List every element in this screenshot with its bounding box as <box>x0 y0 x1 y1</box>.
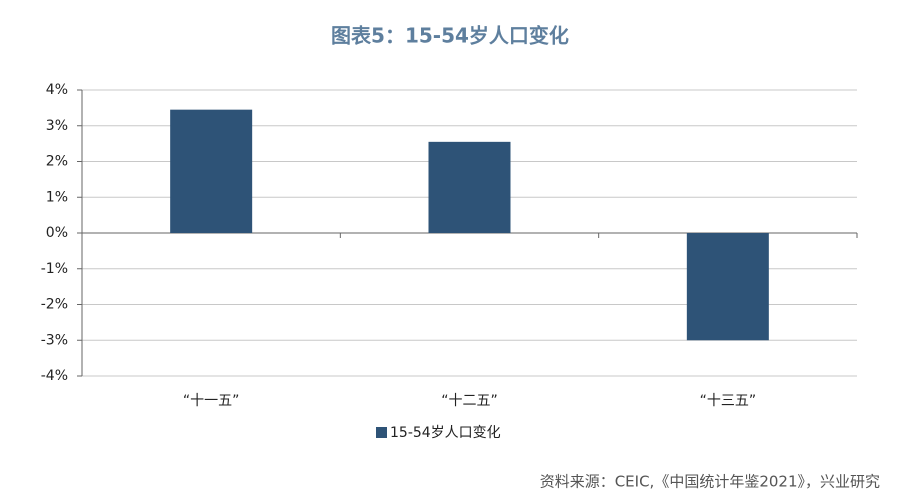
bar <box>170 109 253 233</box>
x-tick-label: “十三五” <box>700 393 757 409</box>
y-tick-label: -4% <box>41 368 68 384</box>
y-tick-label: -3% <box>41 332 68 348</box>
y-tick-label: 3% <box>46 118 68 134</box>
y-tick-label: 2% <box>46 154 68 170</box>
y-tick-label: 4% <box>46 82 68 98</box>
y-tick-label: 0% <box>46 225 68 241</box>
bar <box>428 141 511 233</box>
legend-swatch <box>376 427 387 438</box>
y-tick-label: -2% <box>41 297 68 313</box>
x-tick-label: “十二五” <box>441 393 498 409</box>
legend-label: 15-54岁人口变化 <box>390 425 501 441</box>
chart-title: 图表5：15-54岁人口变化 <box>331 24 569 48</box>
source-note: 资料来源：CEIC,《中国统计年鉴2021》，兴业研究 <box>540 473 880 491</box>
y-tick-label: -1% <box>41 261 68 277</box>
y-tick-label: 1% <box>46 189 68 205</box>
x-tick-label: “十一五” <box>183 393 240 409</box>
bar <box>686 233 769 341</box>
